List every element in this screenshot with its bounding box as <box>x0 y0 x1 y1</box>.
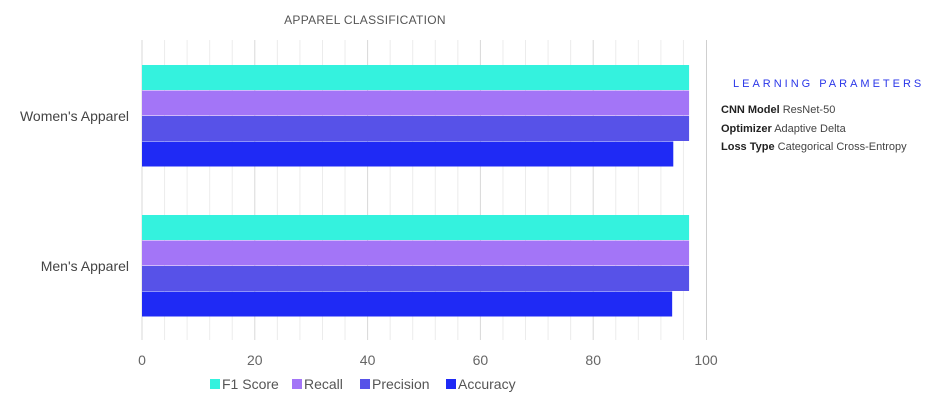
legend: F1 Score Recall Precision Accuracy <box>210 376 516 392</box>
x-tick-labels: 0 20 40 60 80 100 <box>138 352 718 368</box>
param-key: Optimizer <box>721 123 772 135</box>
param-optimizer: Optimizer Adaptive Delta <box>721 123 846 135</box>
param-cnn-model: CNN Model ResNet-50 <box>721 104 835 116</box>
legend-label: Recall <box>304 376 343 392</box>
param-key: CNN Model <box>721 104 780 116</box>
bar <box>142 266 690 291</box>
panel-title: LEARNING PARAMETERS <box>733 78 925 90</box>
legend-swatch <box>360 379 370 389</box>
legend-label: Precision <box>372 376 430 392</box>
bars <box>142 65 690 317</box>
bar <box>142 90 690 116</box>
category-labels: Women's Apparel Men's Apparel <box>20 108 129 274</box>
bar <box>142 141 674 167</box>
legend-swatch <box>292 379 302 389</box>
param-value: Adaptive Delta <box>774 123 846 135</box>
x-tick-label: 100 <box>694 352 718 368</box>
x-tick-label: 0 <box>138 352 146 368</box>
legend-swatch <box>446 379 456 389</box>
param-value: Categorical Cross-Entropy <box>777 141 907 153</box>
chart-title: APPAREL CLASSIFICATION <box>284 13 446 27</box>
param-key: Loss Type <box>721 141 775 153</box>
bar <box>142 116 690 141</box>
legend-swatch <box>210 379 220 389</box>
bar <box>142 291 673 317</box>
param-value: ResNet-50 <box>782 104 836 116</box>
legend-label: F1 Score <box>222 376 279 392</box>
category-label: Men's Apparel <box>41 258 129 274</box>
x-tick-label: 80 <box>585 352 601 368</box>
bar <box>142 65 690 90</box>
bar <box>142 240 690 266</box>
learning-parameters-panel: LEARNING PARAMETERS CNN Model ResNet-50 … <box>706 40 932 340</box>
legend-label: Accuracy <box>458 376 516 392</box>
x-tick-label: 20 <box>247 352 263 368</box>
param-loss-type: Loss Type Categorical Cross-Entropy <box>721 141 907 153</box>
x-tick-label: 60 <box>473 352 489 368</box>
x-tick-label: 40 <box>360 352 376 368</box>
category-label: Women's Apparel <box>20 108 129 124</box>
bar <box>142 215 690 240</box>
